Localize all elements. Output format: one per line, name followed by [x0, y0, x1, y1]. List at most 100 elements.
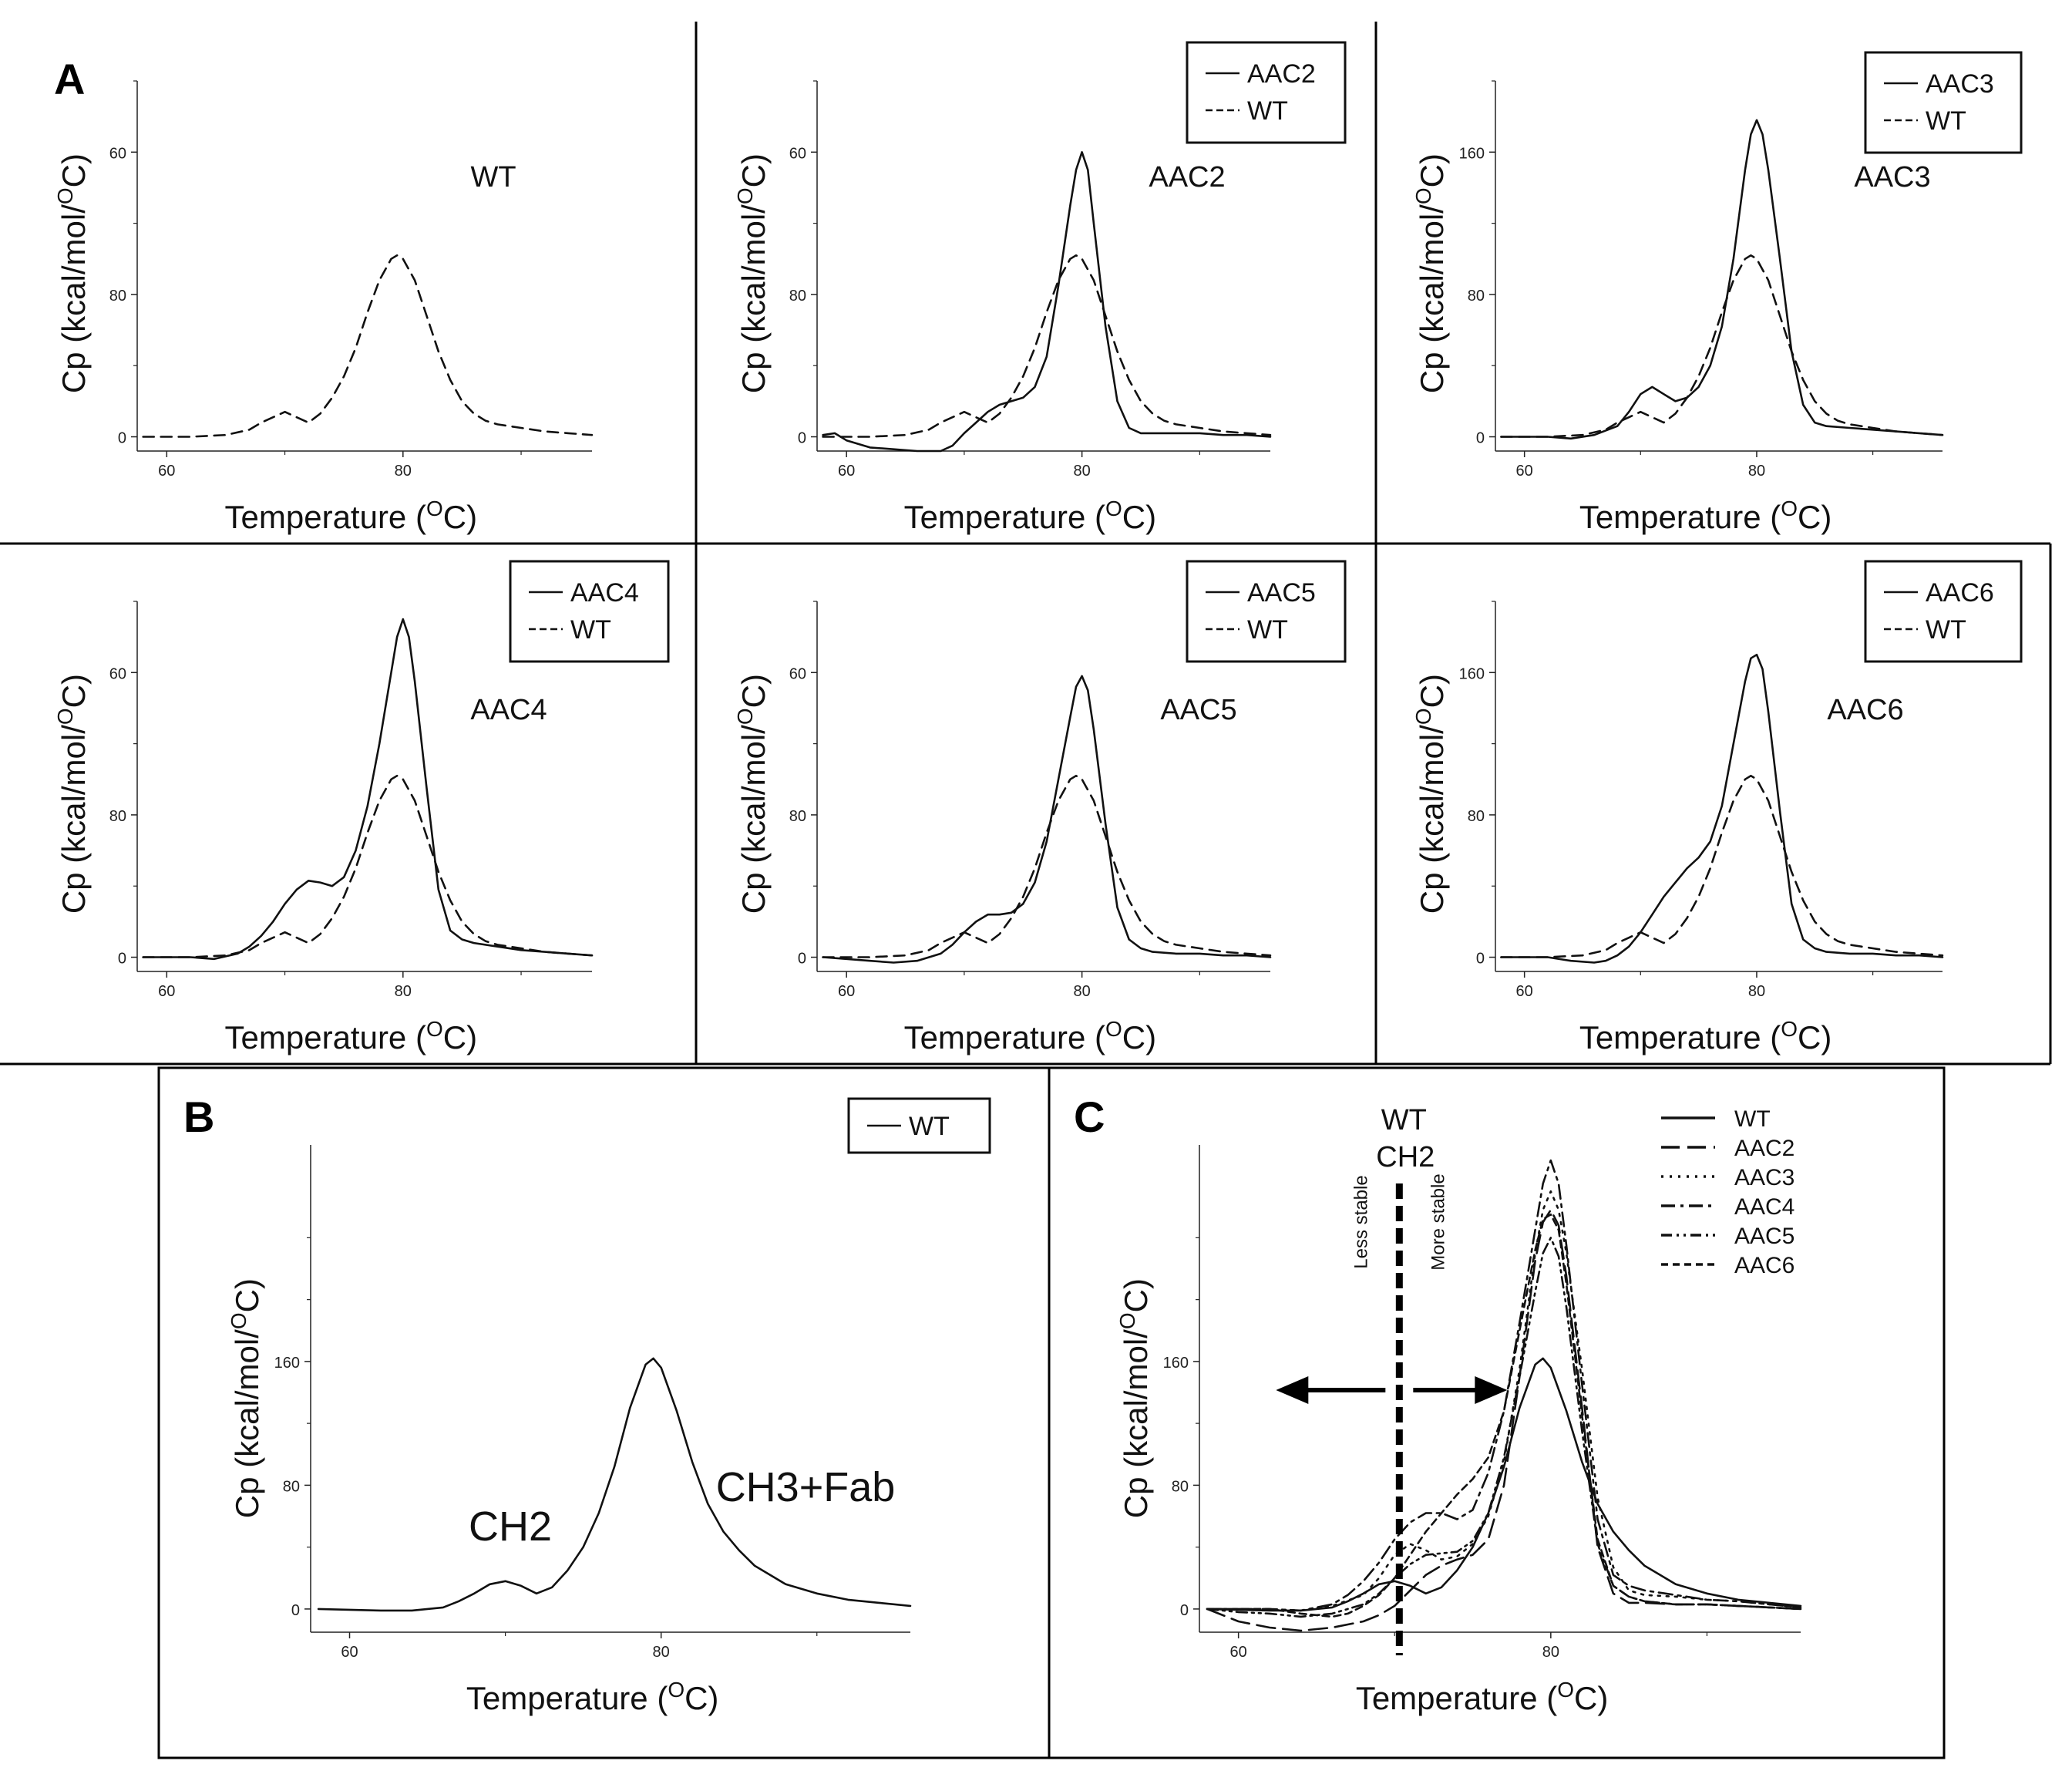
- annotation-wt: WT: [1381, 1104, 1427, 1136]
- x-tick-label-1: 80: [1074, 463, 1091, 480]
- chart-title: AAC4: [470, 694, 547, 726]
- y-axis-unit-superscript: O: [227, 1312, 251, 1329]
- chart-a-aac2: 0 80 60 60 80 Temperature (OC) Cp (kcal/mol/OC…: [733, 41, 1347, 535]
- y-tick-label-1: 80: [283, 1478, 300, 1495]
- x-tick-label-0: 60: [158, 463, 175, 480]
- annotation-ch2: CH2: [1376, 1141, 1435, 1173]
- legend: WT: [847, 1097, 991, 1154]
- y-tick-label-2: 60: [789, 665, 806, 682]
- annotation-ch3-fab: CH3+Fab: [716, 1464, 896, 1510]
- chart-a-aac6: 0 80 160 60 80 Temperature (OC) Cp (kcal/mol/O…: [1411, 560, 2023, 1055]
- x-tick-label-1: 80: [1542, 1644, 1559, 1661]
- series-line-wt: [142, 254, 594, 438]
- y-axis-unit: C): [1414, 153, 1450, 187]
- y-tick-label-1: 80: [789, 288, 806, 305]
- y-axis-unit: C): [1118, 1278, 1154, 1312]
- y-axis-unit: C): [735, 674, 772, 708]
- x-axis-unit-superscript: O: [668, 1678, 684, 1702]
- x-tick-label-0: 60: [838, 983, 855, 1000]
- y-axis-label: Cp (kcal/mol/OC): [1115, 1278, 1154, 1518]
- y-axis-label: Cp (kcal/mol/OC): [733, 153, 772, 393]
- chart-a-wt: 0 80 60 60 80 Temperature (OC) Cp (kcal/mol/OC…: [53, 80, 594, 535]
- y-tick-label-2: 160: [1459, 665, 1485, 682]
- legend-label-wt: WT: [1247, 96, 1288, 126]
- legend-box: [1864, 51, 2023, 154]
- x-axis-label: Temperature (OC): [904, 497, 1157, 535]
- legend: AAC2 WT: [1186, 41, 1347, 144]
- chart-a-aac5: 0 80 60 60 80 Temperature (OC) Cp (kcal/mol/OC…: [733, 560, 1347, 1055]
- x-axis-unit-superscript: O: [1105, 497, 1122, 520]
- legend-label-aac3: AAC3: [1734, 1165, 1794, 1190]
- y-axis-unit: C): [229, 1278, 265, 1312]
- x-axis-label: Temperature (OC): [1579, 1017, 1832, 1055]
- x-axis-label: Temperature (OC): [466, 1678, 719, 1716]
- y-axis-label: Cp (kcal/mol/OC): [1411, 153, 1450, 393]
- y-axis-unit-superscript: O: [53, 708, 77, 725]
- x-axis-label: Temperature (OC): [1356, 1678, 1609, 1716]
- y-tick-label-2: 160: [1459, 145, 1485, 162]
- chart-title: AAC6: [1827, 694, 1903, 726]
- series-line-aac3: [1206, 1190, 1802, 1612]
- y-axis-unit-superscript: O: [1115, 1312, 1139, 1329]
- series-line-aac6: [1500, 653, 1944, 964]
- annotation-less-stable: Less stable: [1350, 1175, 1371, 1268]
- x-tick-label-1: 80: [1748, 463, 1765, 480]
- x-axis-label: Temperature (OC): [225, 497, 478, 535]
- series-line-wt: [822, 254, 1272, 438]
- chart-title: AAC2: [1149, 161, 1225, 194]
- chart-title: AAC5: [1160, 694, 1236, 726]
- legend-label-aac4: AAC4: [570, 578, 639, 608]
- x-axis-unit: C): [1122, 499, 1156, 535]
- legend-label-aac5: AAC5: [1247, 578, 1316, 608]
- legend-label-wt: WT: [1734, 1106, 1771, 1132]
- x-tick-label-0: 60: [1516, 983, 1533, 1000]
- y-axis-unit-superscript: O: [733, 187, 757, 204]
- x-axis-unit-superscript: O: [426, 1017, 443, 1041]
- x-tick-label-1: 80: [395, 463, 412, 480]
- series-line-wt: [142, 774, 594, 958]
- series-line-wt: [317, 1357, 912, 1612]
- y-axis-unit: C): [56, 674, 92, 708]
- y-axis-label: Cp (kcal/mol/OC): [1411, 674, 1450, 914]
- y-axis-unit-superscript: O: [1411, 187, 1435, 204]
- y-tick-label-1: 80: [789, 808, 806, 825]
- legend-label-aac2: AAC2: [1247, 59, 1316, 89]
- y-tick-label-0: 0: [1180, 1602, 1189, 1619]
- legend-label-aac5: AAC5: [1734, 1224, 1794, 1249]
- x-axis-unit: C): [1122, 1019, 1156, 1055]
- series-line-aac6: [1206, 1214, 1802, 1618]
- legend-label-aac3: AAC3: [1926, 69, 1994, 99]
- x-tick-label-1: 80: [1074, 983, 1091, 1000]
- x-tick-label-0: 60: [341, 1644, 358, 1661]
- chart-c: 0 80 160 60 80 Temperature (OC) Cp (kcal/mol/O…: [1115, 1104, 1802, 1716]
- arrow-right-head: [1475, 1376, 1508, 1404]
- x-tick-label-0: 60: [1516, 463, 1533, 480]
- legend: AAC3 WT: [1864, 51, 2023, 154]
- legend-label-wt: WT: [570, 615, 611, 645]
- y-tick-label-0: 0: [1476, 430, 1485, 447]
- y-tick-label-0: 0: [291, 1602, 300, 1619]
- y-tick-label-0: 0: [1476, 951, 1485, 968]
- x-axis-label: Temperature (OC): [225, 1017, 478, 1055]
- x-tick-label-1: 80: [1748, 983, 1765, 1000]
- annotation-more-stable: More stable: [1428, 1173, 1448, 1270]
- chart-a-aac3: 0 80 160 60 80 Temperature (OC) Cp (kcal/mol/O…: [1411, 51, 2023, 535]
- y-axis-label: Cp (kcal/mol/OC): [733, 674, 772, 914]
- chart-title: WT: [470, 161, 516, 194]
- y-tick-label-2: 60: [109, 665, 126, 682]
- y-axis-unit: C): [735, 153, 772, 187]
- legend-box: [1186, 560, 1347, 663]
- series-line-wt: [1206, 1357, 1802, 1612]
- x-tick-label-1: 80: [653, 1644, 670, 1661]
- legend-label-wt: WT: [1247, 615, 1288, 645]
- y-tick-label-1: 80: [109, 288, 126, 305]
- y-tick-label-2: 160: [1163, 1355, 1189, 1372]
- x-tick-label-0: 60: [158, 983, 175, 1000]
- x-axis-unit-superscript: O: [1781, 497, 1798, 520]
- legend-box: [1186, 41, 1347, 144]
- x-axis-unit-superscript: O: [1781, 1017, 1798, 1041]
- x-axis-unit-superscript: O: [1557, 1678, 1574, 1702]
- x-axis-unit: C): [443, 1019, 477, 1055]
- legend-box: [509, 560, 670, 663]
- series-line-aac3: [1500, 119, 1944, 440]
